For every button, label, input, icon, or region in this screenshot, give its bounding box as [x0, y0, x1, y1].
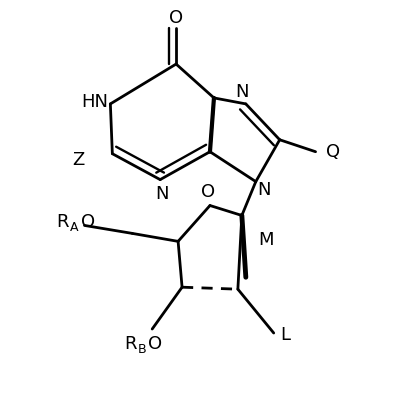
Text: O: O [80, 213, 95, 231]
Text: N: N [257, 181, 271, 198]
Text: HN: HN [81, 93, 108, 111]
Text: A: A [70, 221, 79, 234]
Text: O: O [201, 183, 215, 201]
Text: B: B [138, 343, 147, 356]
Text: R: R [56, 213, 69, 231]
Text: Z: Z [72, 151, 84, 168]
Text: M: M [258, 231, 274, 249]
Text: O: O [148, 335, 162, 353]
Text: L: L [281, 326, 290, 344]
Text: Q: Q [326, 143, 341, 161]
Text: O: O [169, 9, 183, 27]
Text: R: R [124, 335, 137, 353]
Text: N: N [156, 185, 169, 203]
Text: N: N [235, 83, 248, 101]
